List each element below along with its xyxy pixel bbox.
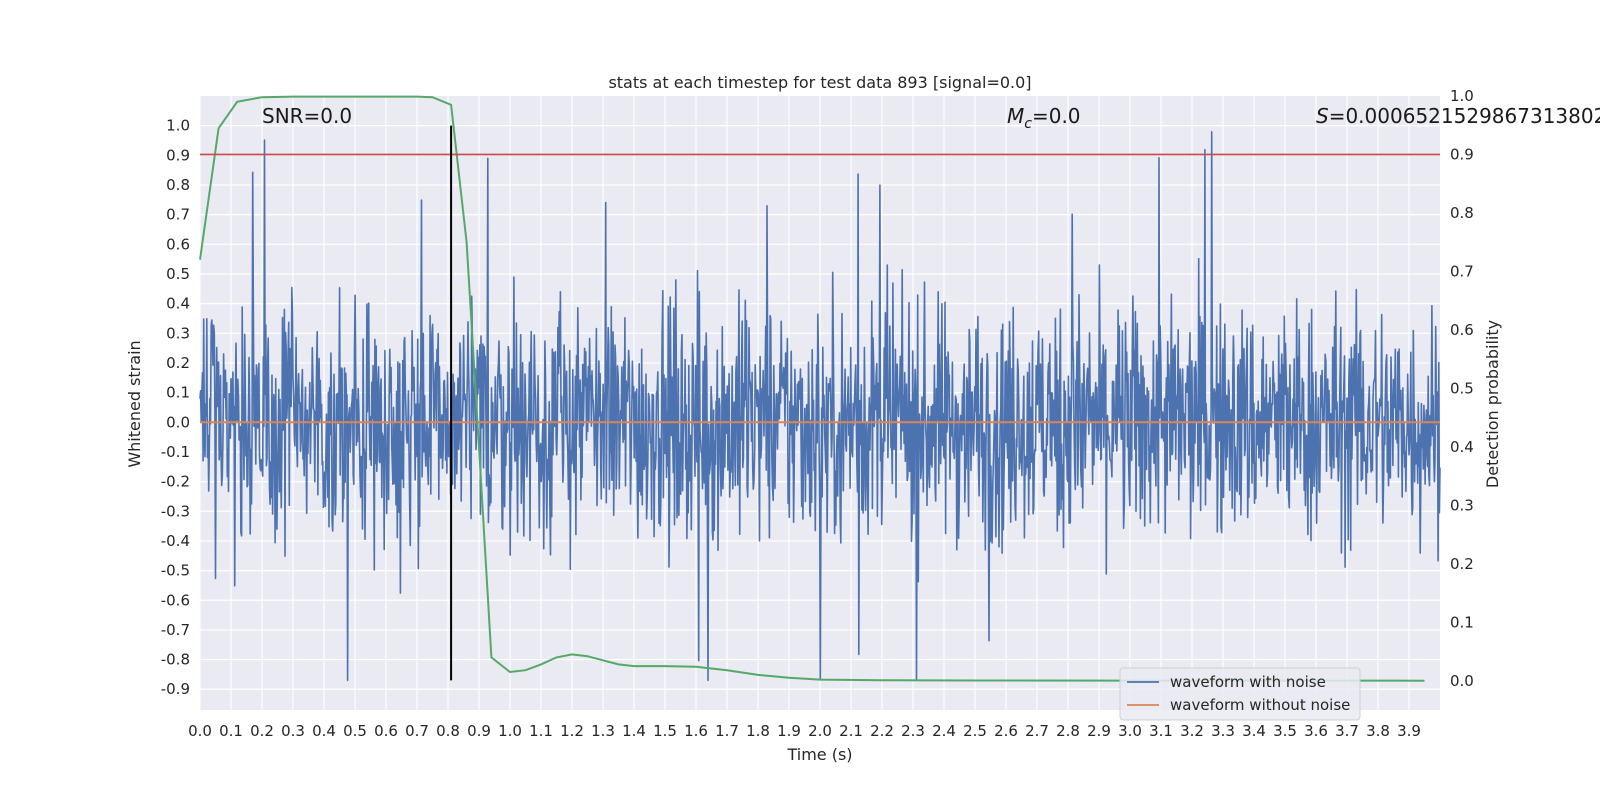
s-value: =0.0006521529867313802: [1329, 104, 1600, 128]
y-tick-label: 0.4: [166, 295, 190, 313]
x-tick-label: 3.7: [1335, 722, 1359, 740]
legend-label-clean: waveform without noise: [1170, 696, 1350, 714]
y2-tick-label: 0.3: [1450, 496, 1474, 514]
x-tick-label: 3.4: [1242, 722, 1266, 740]
detection-probability-line: [199, 95, 1425, 682]
y2-tick-label: 0.5: [1450, 379, 1474, 397]
y-tick-label: -0.4: [161, 532, 190, 550]
y-tick-label: 0.2: [166, 354, 190, 372]
y-tick-label: -0.5: [161, 562, 190, 580]
x-tick-label: 2.7: [1025, 722, 1049, 740]
y-tick-label: 0.3: [166, 324, 190, 342]
y2-tick-label: 0.6: [1450, 321, 1474, 339]
mc-symbol: M: [1007, 104, 1024, 128]
x-tick-label: 1.7: [715, 722, 739, 740]
y-axis-label: Whitened strain: [125, 340, 144, 467]
x-tick-label: 1.6: [684, 722, 708, 740]
x-tick-label: 2.9: [1087, 722, 1111, 740]
y-tick-label: -0.7: [161, 621, 190, 639]
x-tick-label: 2.4: [932, 722, 956, 740]
x-tick-label: 0.4: [312, 722, 336, 740]
y2-tick-label: 0.8: [1450, 204, 1474, 222]
x-tick-label: 3.9: [1397, 722, 1421, 740]
y-tick-label: 0.5: [166, 265, 190, 283]
x-tick-labels: 0.0 0.1 0.2 0.3 0.4 0.5 0.6 0.7 0.8 0.9 1.0 1.1 1.2 1…: [188, 722, 1421, 740]
x-tick-label: 0.3: [281, 722, 305, 740]
legend-label-noise: waveform with noise: [1170, 673, 1326, 691]
y2-tick-label: 0.9: [1450, 145, 1474, 163]
detection-probability-series: [199, 95, 1425, 682]
y-tick-label: 1.0: [166, 117, 190, 135]
x-tick-label: 0.2: [250, 722, 274, 740]
x-tick-label: 1.0: [498, 722, 522, 740]
mc-value: =0.0: [1032, 104, 1081, 128]
y2-tick-label: 0.2: [1450, 555, 1474, 573]
x-tick-label: 0.7: [405, 722, 429, 740]
y-tick-label: -0.2: [161, 473, 190, 491]
y2-tick-label: 0.7: [1450, 262, 1474, 280]
y-tick-label: -0.3: [161, 502, 190, 520]
y2-tick-label: 0.0: [1450, 672, 1474, 690]
y-tick-labels: 1.0 0.9 0.8 0.7 0.6 0.5 0.4 0.3 0.2 0.1 0.0 -0.1 -0.…: [161, 117, 190, 699]
waveform-with-noise-series: [199, 131, 1441, 682]
x-tick-label: 3.6: [1304, 722, 1328, 740]
x-tick-label: 0.1: [219, 722, 243, 740]
y-tick-label: -0.9: [161, 680, 190, 698]
legend-box: [1119, 667, 1361, 721]
x-tick-label: 3.1: [1149, 722, 1173, 740]
x-tick-label: 2.5: [963, 722, 987, 740]
y-tick-label: -0.6: [161, 591, 190, 609]
x-tick-label: 1.3: [591, 722, 615, 740]
y2-tick-label: 1.0: [1450, 87, 1474, 105]
x-tick-label: 2.0: [808, 722, 832, 740]
x-tick-label: 2.3: [901, 722, 925, 740]
x-tick-label: 1.8: [746, 722, 770, 740]
grid: [199, 96, 1440, 710]
x-tick-label: 3.5: [1273, 722, 1297, 740]
x-tick-label: 2.1: [839, 722, 863, 740]
s-annotation: S=0.0006521529867313802: [1316, 104, 1600, 128]
x-tick-label: 3.2: [1180, 722, 1204, 740]
x-tick-label: 3.3: [1211, 722, 1235, 740]
x-tick-label: 1.9: [777, 722, 801, 740]
x-tick-label: 1.1: [529, 722, 553, 740]
y-tick-label: 0.0: [166, 413, 190, 431]
y2-tick-labels: 1.0 0.9 0.8 0.7 0.6 0.5 0.4 0.3 0.2 0.1 0.0: [1450, 87, 1474, 690]
snr-annotation: SNR=0.0: [262, 104, 352, 128]
legend: waveform with noise waveform without noi…: [1119, 667, 1361, 721]
x-axis-label: Time (s): [786, 745, 852, 764]
mc-subscript: c: [1024, 116, 1032, 132]
x-tick-label: 2.2: [870, 722, 894, 740]
mc-annotation: Mc=0.0: [1007, 104, 1081, 132]
y-tick-label: 0.1: [166, 384, 190, 402]
x-tick-label: 1.5: [653, 722, 677, 740]
y2-tick-label: 0.1: [1450, 613, 1474, 631]
chart-title: stats at each timestep for test data 893…: [608, 73, 1031, 92]
y-tick-label: -0.1: [161, 443, 190, 461]
x-tick-label: 2.6: [994, 722, 1018, 740]
y2-axis-label: Detection probability: [1483, 320, 1502, 488]
y-tick-label: -0.8: [161, 651, 190, 669]
x-tick-label: 1.2: [560, 722, 584, 740]
y-tick-label: 0.7: [166, 206, 190, 224]
x-tick-label: 0.5: [343, 722, 367, 740]
y-tick-label: 0.8: [166, 176, 190, 194]
y-tick-label: 0.9: [166, 146, 190, 164]
noise-waveform-line: [199, 131, 1441, 682]
y-tick-label: 0.6: [166, 235, 190, 253]
x-tick-label: 2.8: [1056, 722, 1080, 740]
x-tick-label: 0.9: [467, 722, 491, 740]
x-tick-label: 3.0: [1118, 722, 1142, 740]
x-tick-label: 0.0: [188, 722, 212, 740]
x-tick-label: 3.8: [1366, 722, 1390, 740]
x-tick-label: 0.8: [436, 722, 460, 740]
x-tick-label: 1.4: [622, 722, 646, 740]
y2-tick-label: 0.4: [1450, 438, 1474, 456]
x-tick-label: 0.6: [374, 722, 398, 740]
s-symbol: S: [1316, 104, 1329, 128]
